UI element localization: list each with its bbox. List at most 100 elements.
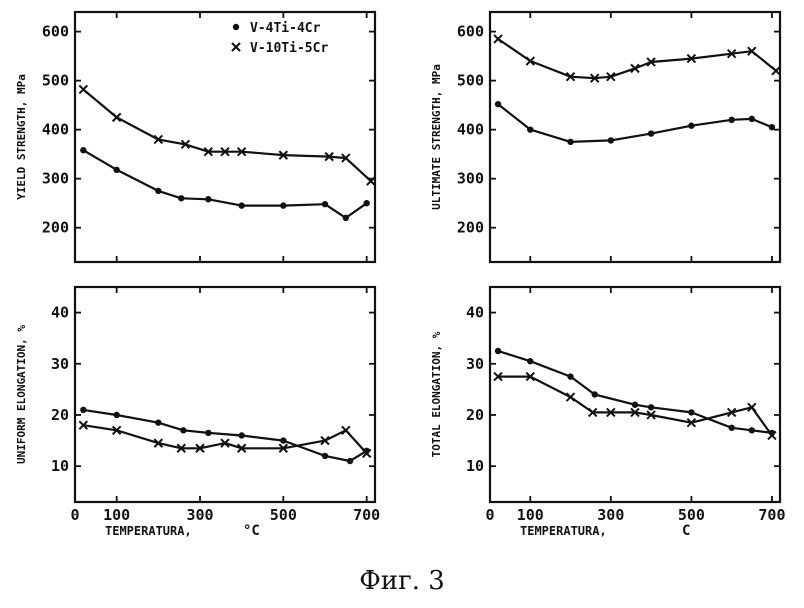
x-axis-label: TEMPERATURA, bbox=[520, 524, 607, 538]
dot-marker bbox=[647, 404, 655, 411]
cross-marker bbox=[686, 53, 697, 64]
cross-marker bbox=[493, 371, 503, 382]
dot-marker bbox=[113, 411, 120, 419]
dot-marker bbox=[205, 429, 212, 437]
series-V-10Ti-5Cr bbox=[493, 371, 777, 441]
series-V-10Ti-5Cr bbox=[78, 84, 376, 186]
cross-marker bbox=[153, 134, 164, 145]
cross-stroke bbox=[726, 48, 737, 59]
cross-stroke bbox=[78, 420, 89, 430]
cross-marker bbox=[341, 425, 351, 436]
cross-stroke bbox=[525, 371, 535, 382]
cross-marker bbox=[361, 448, 372, 459]
cross-marker bbox=[588, 407, 598, 418]
figure-caption: Фиг. 3 bbox=[359, 566, 445, 596]
y-tick-label: 600 bbox=[457, 23, 484, 41]
plot-frame bbox=[488, 10, 782, 264]
dot-marker bbox=[363, 199, 370, 207]
cross-stroke bbox=[324, 151, 334, 162]
dot-marker bbox=[647, 130, 655, 137]
cross-marker bbox=[565, 71, 576, 82]
cross-stroke bbox=[176, 443, 186, 453]
cross-stroke bbox=[341, 153, 351, 163]
cross-stroke bbox=[606, 71, 616, 82]
x-tick-label: 500 bbox=[678, 506, 705, 524]
x-axis-unit: C bbox=[682, 523, 690, 539]
cross-marker bbox=[646, 410, 656, 420]
cross-stroke bbox=[220, 438, 230, 448]
x-tick-label: 0 bbox=[70, 506, 79, 524]
cross-marker bbox=[111, 112, 122, 123]
y-tick-label: 600 bbox=[42, 23, 69, 41]
cross-stroke bbox=[236, 146, 247, 157]
dot-marker bbox=[178, 195, 185, 202]
cross-marker bbox=[111, 425, 122, 436]
cross-stroke bbox=[203, 146, 214, 157]
dot-marker bbox=[688, 409, 695, 416]
cross-stroke bbox=[686, 417, 697, 428]
dot-marker bbox=[232, 23, 240, 31]
plot-frame bbox=[488, 285, 782, 504]
dot-marker bbox=[280, 437, 287, 444]
y-tick-label: 300 bbox=[42, 170, 69, 188]
dot-marker bbox=[607, 137, 615, 144]
dot-marker bbox=[321, 200, 329, 208]
y-tick-label: 400 bbox=[457, 121, 484, 139]
y-tick-label: 30 bbox=[51, 355, 69, 373]
cross-marker bbox=[236, 146, 247, 157]
x-tick-label: 100 bbox=[517, 506, 544, 524]
dot-marker bbox=[688, 122, 695, 129]
dot-marker bbox=[346, 457, 354, 465]
cross-marker bbox=[176, 443, 186, 453]
y-tick-label: 500 bbox=[457, 72, 484, 90]
dot-marker bbox=[321, 452, 329, 460]
cross-stroke bbox=[320, 435, 330, 446]
x-axis-label: TEMPERATURA, bbox=[105, 524, 192, 538]
cross-stroke bbox=[341, 425, 351, 436]
legend: V-4Ti-4Cr V-10Ti-5Cr bbox=[231, 21, 328, 56]
dot-marker bbox=[527, 126, 534, 133]
series-V-4Ti-4Cr bbox=[494, 347, 776, 437]
series-line bbox=[82, 149, 368, 219]
cross-stroke bbox=[195, 443, 205, 453]
cross-marker bbox=[278, 443, 289, 453]
dot-marker bbox=[527, 358, 534, 365]
cross-stroke bbox=[565, 71, 576, 82]
dot-marker bbox=[80, 406, 87, 414]
y-tick-label: 40 bbox=[466, 304, 484, 322]
dot-marker bbox=[280, 202, 287, 209]
dot-marker bbox=[342, 214, 350, 222]
series-V-4Ti-4Cr bbox=[80, 406, 370, 465]
cross-marker bbox=[180, 139, 191, 150]
series-V-10Ti-5Cr bbox=[78, 420, 372, 459]
cross-marker bbox=[771, 66, 781, 76]
cross-stroke bbox=[180, 139, 191, 150]
cross-marker bbox=[278, 150, 289, 160]
cross-stroke bbox=[78, 84, 89, 95]
dot-marker bbox=[155, 187, 162, 195]
cross-stroke bbox=[606, 407, 616, 418]
y-tick-label: 20 bbox=[51, 406, 69, 424]
cross-stroke bbox=[153, 438, 164, 448]
cross-stroke bbox=[588, 407, 598, 418]
plot-frame bbox=[73, 285, 377, 504]
dot-marker bbox=[80, 147, 87, 154]
cross-stroke bbox=[361, 448, 372, 459]
dot-marker bbox=[768, 123, 776, 131]
cross-stroke bbox=[493, 34, 503, 44]
dot-marker bbox=[494, 347, 502, 355]
dot-marker bbox=[567, 373, 574, 380]
cross-stroke bbox=[366, 176, 376, 186]
cross-stroke bbox=[726, 407, 737, 418]
dot-marker bbox=[155, 419, 162, 426]
dot-marker bbox=[238, 202, 245, 209]
chart-panel-bottom-right: 10 20 30 40 0 100 300 500 700 TOTAL ELONGATION, %… bbox=[430, 285, 785, 539]
cross-stroke bbox=[278, 150, 289, 160]
y-tick-label: 10 bbox=[51, 457, 69, 475]
cross-stroke bbox=[565, 392, 576, 402]
dot-marker bbox=[113, 166, 120, 174]
series-V-4Ti-4Cr bbox=[80, 147, 370, 222]
y-tick-label: 300 bbox=[457, 170, 484, 188]
cross-stroke bbox=[231, 42, 241, 52]
